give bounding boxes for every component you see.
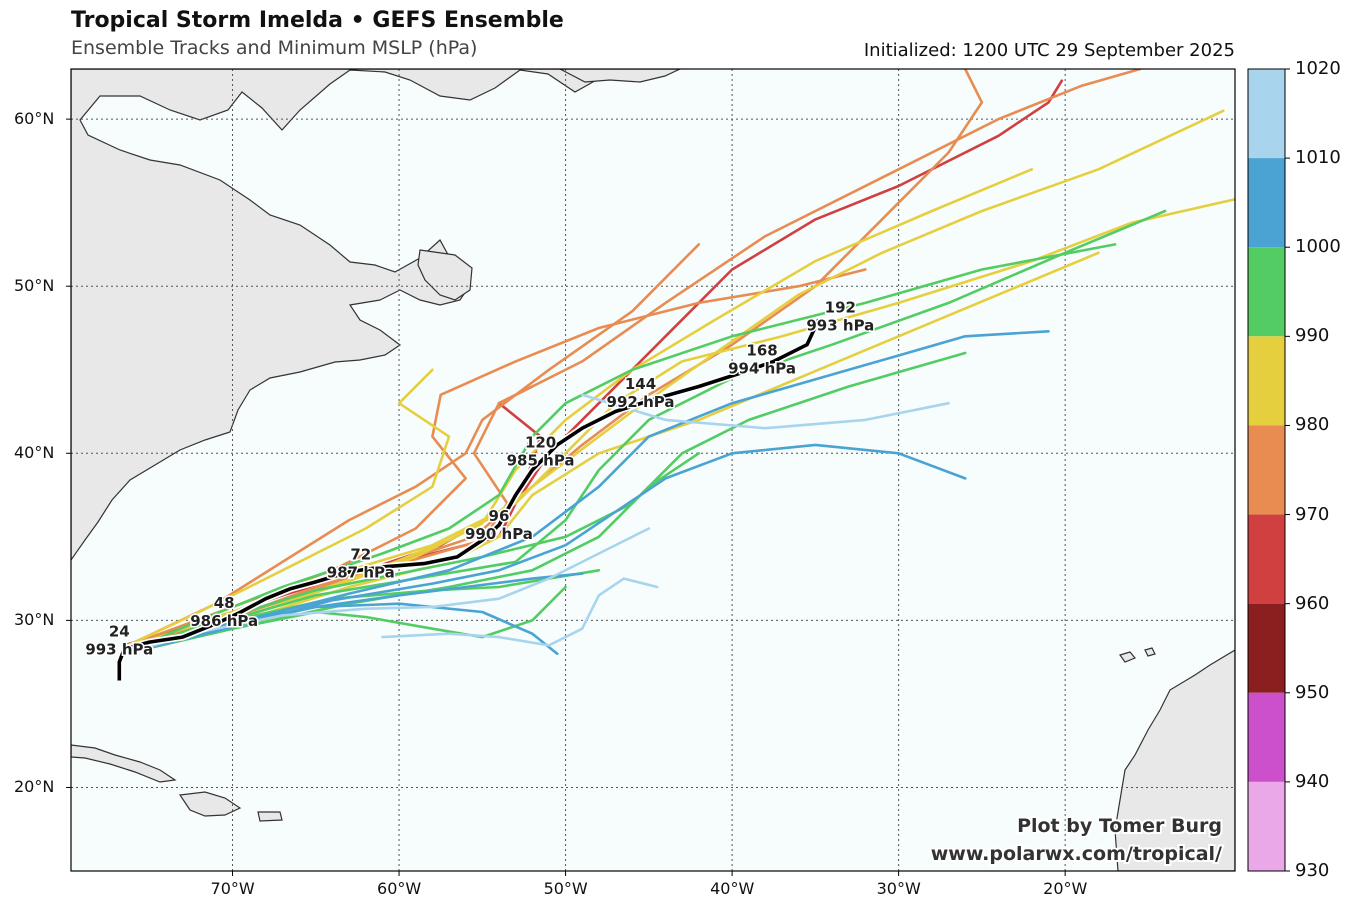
forecast-hour-label: 96 (489, 507, 510, 525)
credit-line-1: Plot by Tomer Burg (1017, 815, 1222, 837)
mslp-label: 993 hPa (806, 316, 874, 334)
colorbar-segment (1248, 514, 1285, 604)
ocean-background (71, 69, 1235, 871)
mslp-label: 987 hPa (327, 564, 395, 582)
lon-tick-label: 20°W (1043, 879, 1088, 898)
ensemble-member-track (123, 243, 1117, 656)
forecast-hour-label: 120 (525, 434, 556, 452)
colorbar-level-label: 930 (1295, 860, 1330, 881)
hispaniola-island (178, 791, 242, 817)
colorbar-frame (1247, 68, 1286, 872)
colorbar-level-label: 1020 (1295, 58, 1341, 79)
mslp-label: 993 hPa (85, 640, 153, 658)
colorbar-segment (1248, 247, 1285, 337)
colorbar-level-label: 1000 (1295, 236, 1341, 258)
mslp-label: 994 hPa (728, 360, 796, 378)
ensemble-member-track (381, 577, 659, 647)
puerto-rico-island (257, 811, 283, 822)
ensemble-member-track (123, 585, 567, 656)
lon-tick-label: 40°W (710, 879, 755, 898)
colorbar-level-label: 1010 (1295, 147, 1341, 169)
colorbar-level-label: 940 (1295, 770, 1330, 792)
lat-tick-label: 30°N (14, 610, 55, 630)
colorbar-segment (1248, 336, 1285, 426)
credit-line-2: www.polarwx.com/tropical/ (931, 843, 1222, 865)
lon-tick-label: 50°W (543, 879, 588, 898)
colorbar-segment (1248, 603, 1285, 693)
africa-landmass (1114, 649, 1235, 871)
lat-tick-label: 60°N (14, 109, 55, 129)
forecast-hour-label: 144 (625, 375, 656, 393)
mslp-label: 986 hPa (190, 612, 258, 630)
canary-islands (1119, 647, 1156, 663)
cuba-island (71, 744, 177, 783)
ensemble-member-track (123, 168, 1034, 651)
lon-tick-label: 70°W (210, 879, 255, 898)
mslp-label: 992 hPa (607, 393, 675, 411)
lat-tick-label: 40°N (14, 443, 55, 463)
chart-title: Tropical Storm Imelda • GEFS Ensemble (71, 8, 564, 33)
colorbar-segment (1248, 69, 1285, 159)
colorbar-level-label: 980 (1295, 414, 1330, 436)
chart-subtitle: Ensemble Tracks and Minimum MSLP (hPa) (71, 37, 478, 59)
ensemble-member-track (123, 209, 1167, 656)
greenland-tip (559, 69, 681, 83)
init-time: Initialized: 1200 UTC 29 September 2025 (863, 40, 1235, 61)
ensemble-member-track (123, 368, 451, 649)
forecast-hour-label: 168 (746, 342, 777, 360)
forecast-hour-label: 72 (350, 546, 371, 564)
forecast-hour-label: 24 (109, 622, 130, 640)
ensemble-member-track (580, 393, 950, 430)
colorbar-level-label: 990 (1295, 325, 1330, 347)
lat-tick-label: 50°N (14, 276, 55, 296)
ensemble-member-track (123, 443, 967, 656)
newfoundland-island (417, 249, 473, 301)
ensemble-member-track (123, 351, 967, 656)
colorbar-level-label: 950 (1295, 681, 1330, 703)
lon-tick-label: 60°W (377, 879, 422, 898)
gridlines (71, 69, 1235, 871)
mean-track-line (117, 318, 821, 681)
land-masses (71, 69, 1235, 871)
colorbar-level-label: 960 (1295, 592, 1330, 614)
mean-track (115, 318, 822, 681)
ensemble-member-track (123, 527, 651, 656)
colorbar-level-label: 970 (1295, 503, 1330, 525)
mslp-label: 985 hPa (507, 452, 575, 470)
lat-tick-label: 20°N (14, 777, 55, 797)
plot-frame (70, 68, 1236, 872)
mslp-label: 990 hPa (465, 525, 533, 543)
colorbar-segment (1248, 158, 1285, 248)
colorbar-segment (1248, 781, 1285, 871)
axis-ticks (66, 118, 1066, 876)
forecast-hour-label: 48 (214, 594, 235, 612)
north-america-landmass (71, 69, 631, 562)
ensemble-member-track (123, 329, 1050, 656)
colorbar-segment (1248, 692, 1285, 782)
ensemble-member-track (123, 69, 984, 651)
ensemble-member-track (123, 243, 701, 649)
lon-tick-label: 30°W (876, 879, 921, 898)
colorbar-segment (1248, 425, 1285, 515)
forecast-hour-label: 192 (825, 298, 856, 316)
colorbar (1247, 68, 1290, 872)
